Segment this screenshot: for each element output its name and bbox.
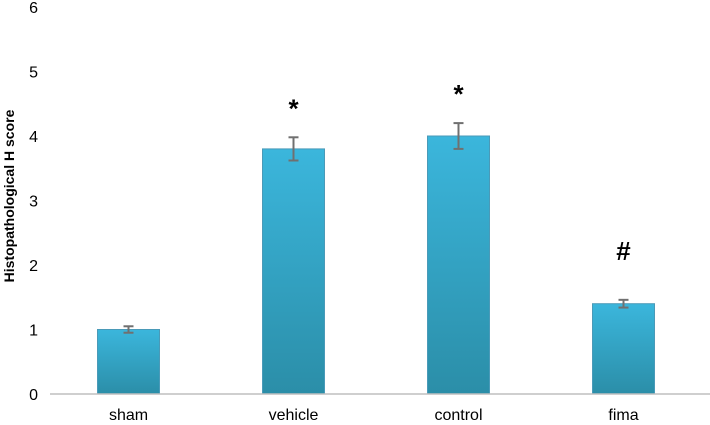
x-tick-label: vehicle [269,407,319,424]
y-tick-label: 4 [29,129,38,146]
x-tick-label: control [434,407,482,424]
bars [97,135,655,395]
y-tick-label: 0 [29,387,38,404]
significance-marker: * [288,93,299,123]
y-axis-title: Histopathological H score [1,109,17,282]
significance-annotations: * * # [288,79,631,266]
significance-marker: # [616,236,631,266]
y-tick-label: 5 [29,65,38,82]
bar [427,135,490,395]
y-tick-label: 2 [29,258,38,275]
error-bars [123,122,629,334]
y-axis-ticks: 0 1 2 3 4 5 6 [29,0,38,404]
x-axis-labels: sham vehicle control fima [109,407,639,424]
significance-marker: * [453,79,464,109]
x-tick-label: sham [109,407,148,424]
bar [592,303,655,395]
x-tick-label: fima [608,407,638,424]
y-tick-label: 3 [29,194,38,211]
y-tick-label: 1 [29,323,38,340]
y-tick-label: 6 [29,0,38,17]
bar [97,329,160,395]
bar [262,148,325,395]
